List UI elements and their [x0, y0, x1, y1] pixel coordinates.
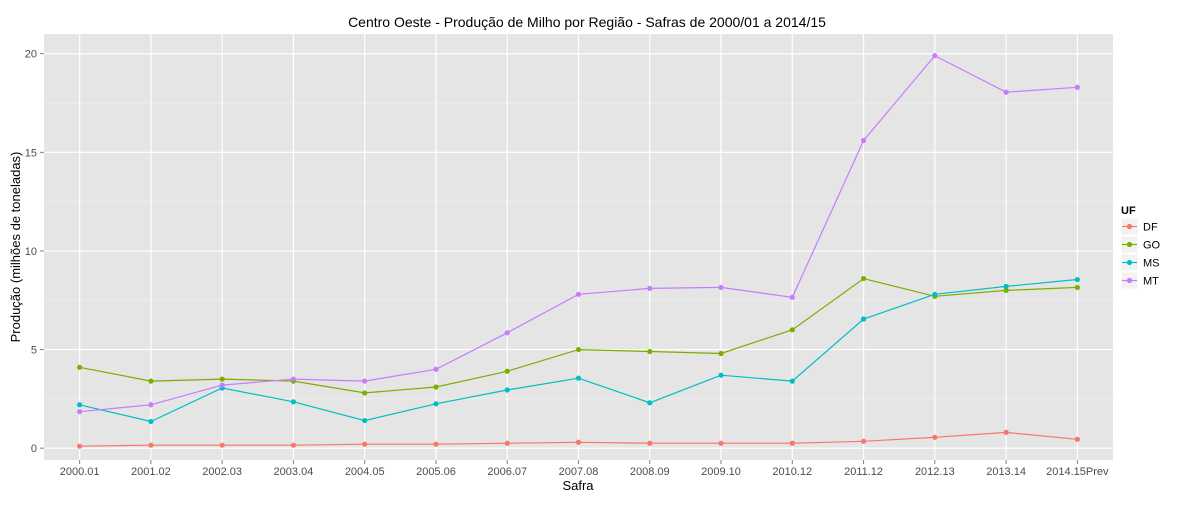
data-point-go	[219, 376, 225, 382]
y-tick-label: 0	[31, 443, 37, 455]
data-point-ms	[290, 399, 297, 405]
data-point-mt	[860, 137, 867, 144]
x-tick-label: 2012.13	[915, 466, 955, 478]
data-point-ms	[789, 378, 795, 384]
data-point-ms	[647, 400, 653, 406]
data-point-ms	[718, 372, 724, 378]
y-tick-label: 5	[31, 345, 37, 357]
y-axis-title: Produção (milhões de toneladas)	[8, 152, 23, 343]
x-tick-label: 2013.14	[986, 466, 1026, 478]
data-point-go	[1003, 287, 1009, 293]
legend-point-go	[1126, 241, 1133, 248]
series-layer	[77, 53, 1080, 449]
x-tick-label: 2011.12	[844, 466, 883, 478]
data-point-df	[433, 441, 439, 447]
data-point-df	[1003, 429, 1009, 435]
x-tick-label: 2007.08	[559, 466, 599, 478]
data-point-mt	[1003, 89, 1009, 95]
data-point-go	[718, 350, 724, 357]
data-point-mt	[789, 294, 795, 300]
data-point-df	[1074, 436, 1080, 442]
x-tick-label: 2006.07	[487, 466, 527, 478]
data-point-go	[647, 348, 653, 355]
x-tick-label: 2001.02	[131, 466, 171, 478]
data-point-mt	[219, 382, 225, 388]
data-point-go	[504, 368, 510, 374]
data-point-mt	[1074, 84, 1080, 90]
data-point-ms	[1003, 283, 1009, 290]
data-point-mt	[433, 366, 439, 372]
y-axis: 0 5 10 15 20	[25, 49, 44, 455]
data-point-mt	[718, 284, 724, 291]
data-point-ms	[362, 417, 368, 424]
x-tick-label: 2008.09	[630, 466, 670, 478]
legend-label-ms: MS	[1143, 258, 1160, 270]
data-point-ms	[932, 291, 938, 297]
data-point-mt	[362, 378, 368, 384]
data-point-ms	[1074, 276, 1080, 283]
x-tick-label: 2009.10	[701, 466, 741, 478]
legend-title: UF	[1121, 205, 1136, 217]
data-point-df	[504, 440, 510, 446]
data-point-mt	[575, 291, 582, 297]
data-point-ms	[860, 316, 867, 322]
x-axis-title: Safra	[562, 478, 594, 493]
legend: UF DF GO MS MT	[1120, 205, 1161, 290]
x-tick-label: 2014.15Prev	[1046, 466, 1109, 478]
data-point-ms	[433, 401, 439, 407]
data-point-df	[575, 439, 582, 445]
data-point-mt	[932, 53, 938, 59]
data-point-go	[575, 346, 582, 353]
chart-title: Centro Oeste - Produção de Milho por Reg…	[348, 14, 826, 30]
data-point-go	[860, 275, 867, 282]
grid-lines	[44, 34, 1113, 460]
data-point-mt	[504, 330, 510, 336]
y-tick-label: 10	[25, 246, 37, 258]
data-point-df	[219, 442, 225, 448]
data-point-mt	[77, 409, 83, 415]
data-point-ms	[148, 418, 154, 425]
data-point-go	[789, 327, 795, 333]
data-point-mt	[290, 376, 297, 382]
data-point-df	[932, 434, 938, 440]
data-point-df	[362, 441, 368, 447]
legend-point-ms	[1126, 259, 1133, 266]
legend-point-mt	[1126, 277, 1133, 284]
y-tick-label: 20	[25, 49, 37, 61]
legend-label-mt: MT	[1143, 276, 1159, 288]
data-point-df	[290, 442, 297, 448]
data-point-df	[647, 440, 653, 446]
legend-label-df: DF	[1143, 222, 1158, 234]
data-point-df	[789, 440, 795, 446]
legend-label-go: GO	[1143, 240, 1161, 252]
data-point-ms	[575, 375, 582, 381]
y-tick-label: 15	[25, 147, 37, 159]
data-point-go	[1074, 284, 1080, 291]
x-tick-label: 2003.04	[274, 466, 314, 478]
data-point-go	[148, 378, 154, 384]
data-point-mt	[647, 285, 653, 292]
data-point-df	[860, 438, 867, 444]
x-tick-label: 2010.12	[772, 466, 812, 478]
data-point-df	[77, 443, 83, 449]
x-tick-label: 2004.05	[345, 466, 385, 478]
data-point-go	[433, 384, 439, 390]
x-tick-label: 2002.03	[202, 466, 242, 478]
data-point-go	[77, 364, 83, 370]
data-point-ms	[504, 387, 510, 393]
data-point-ms	[77, 402, 83, 408]
data-point-mt	[148, 402, 154, 408]
x-tick-label: 2000.01	[60, 466, 100, 478]
data-point-df	[148, 442, 154, 448]
data-point-df	[718, 440, 724, 446]
x-tick-label: 2005.06	[416, 466, 456, 478]
x-axis: 2000.01 2001.02 2002.03 2003.04 2004.05 2005.…	[60, 460, 1109, 478]
legend-point-df	[1126, 223, 1133, 230]
data-point-go	[362, 390, 368, 396]
